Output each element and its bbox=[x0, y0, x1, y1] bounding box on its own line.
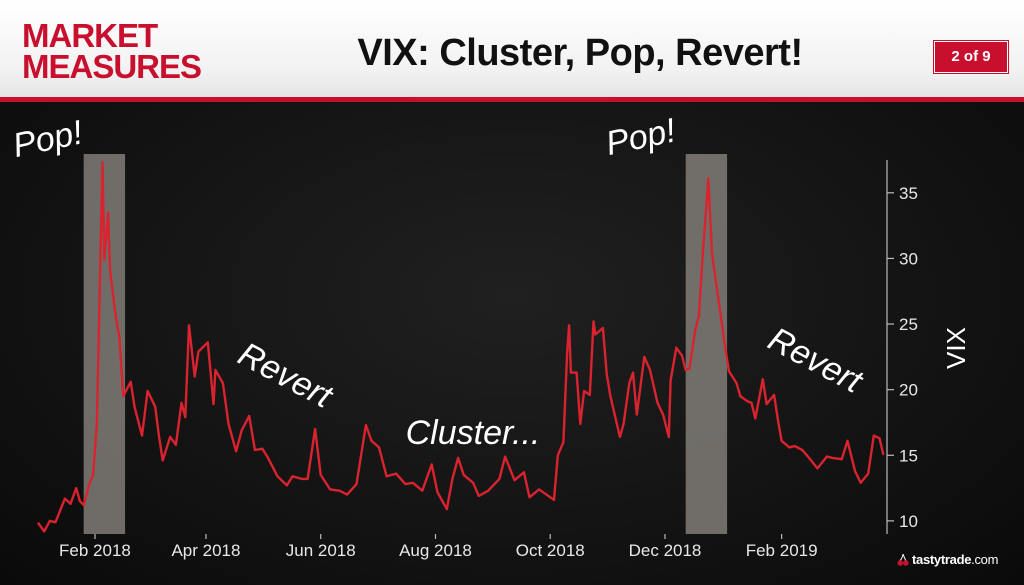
header-divider bbox=[0, 97, 1024, 102]
market-measures-logo: MARKET MEASURES bbox=[22, 17, 202, 85]
page-indicator-badge[interactable]: 2 of 9 bbox=[934, 41, 1008, 73]
y-tick-label: 30 bbox=[899, 249, 918, 268]
x-tick-label: Dec 2018 bbox=[629, 541, 702, 560]
y-tick-label: 25 bbox=[899, 315, 918, 334]
annotation-cluster-3: Cluster... bbox=[406, 414, 541, 452]
annotation-pop-1: Pop! bbox=[10, 113, 87, 165]
y-tick-label: 15 bbox=[899, 446, 918, 465]
y-tick-label: 35 bbox=[899, 184, 918, 203]
x-tick-label: Feb 2019 bbox=[746, 541, 818, 560]
x-tick-label: Jun 2018 bbox=[286, 541, 356, 560]
logo-line-2: MEASURES bbox=[22, 48, 202, 85]
x-tick-label: Aug 2018 bbox=[399, 541, 472, 560]
y-tick-label: 20 bbox=[899, 381, 918, 400]
cherry-icon bbox=[897, 553, 909, 566]
page-title: VIX: Cluster, Pop, Revert! bbox=[357, 32, 803, 74]
y-axis-label: VIX bbox=[941, 327, 971, 369]
brand-name: tastytrade bbox=[912, 552, 972, 567]
chart-area: 10 15 20 25 30 35 Feb 2018 Apr 2018 Jun 2018 Aug… bbox=[0, 102, 1024, 585]
y-tick-label: 10 bbox=[899, 512, 918, 531]
annotation-revert-2: Revert bbox=[232, 335, 340, 416]
x-tick-label: Apr 2018 bbox=[171, 541, 240, 560]
vix-series-line bbox=[37, 161, 885, 533]
tastytrade-brand: tastytrade.com bbox=[912, 552, 998, 567]
brand-suffix: .com bbox=[971, 552, 999, 567]
annotation-revert-5: Revert bbox=[762, 320, 870, 401]
vix-chart: 10 15 20 25 30 35 Feb 2018 Apr 2018 Jun 2018 Aug… bbox=[10, 111, 971, 560]
x-tick-label: Oct 2018 bbox=[516, 541, 585, 560]
annotation-pop-4: Pop! bbox=[603, 111, 680, 163]
header-bar: MARKET MEASURES VIX: Cluster, Pop, Rever… bbox=[0, 0, 1024, 100]
x-tick-label: Feb 2018 bbox=[59, 541, 131, 560]
logo-line-1: MARKET bbox=[22, 17, 158, 54]
